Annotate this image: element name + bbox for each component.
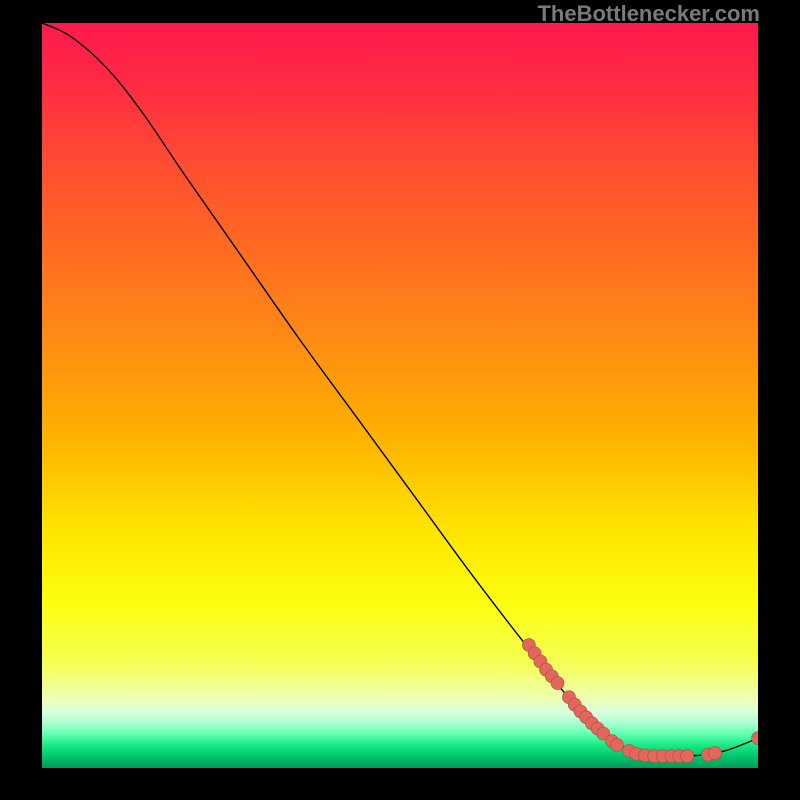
gradient-background <box>42 23 758 768</box>
data-marker <box>709 747 722 760</box>
watermark-text: TheBottlenecker.com <box>537 1 760 27</box>
chart-svg <box>42 23 758 768</box>
plot-area <box>42 23 758 768</box>
data-marker <box>551 677 564 690</box>
data-marker <box>681 750 694 763</box>
chart-stage: TheBottlenecker.com <box>0 0 800 800</box>
data-marker <box>610 738 623 751</box>
